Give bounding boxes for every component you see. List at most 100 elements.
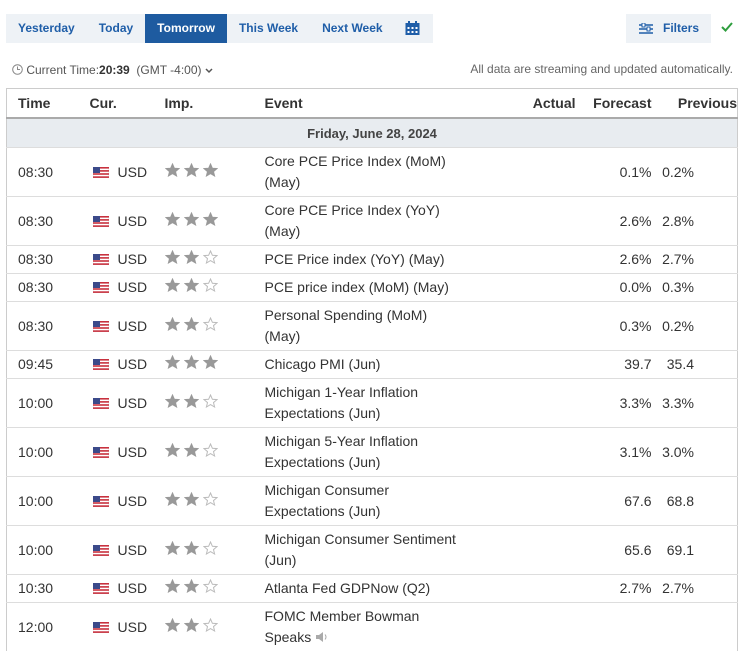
- importance: [165, 477, 265, 526]
- speaker-icon: [315, 631, 329, 643]
- event-name: Core PCE Price Index (MoM) (May): [265, 153, 446, 190]
- caret: [205, 68, 213, 74]
- us-flag: [93, 321, 109, 332]
- forecast: 0.0%: [576, 274, 652, 302]
- currency-code: USD: [118, 395, 148, 411]
- date-row: Friday, June 28, 2024: [7, 118, 738, 148]
- event-row[interactable]: 12:00 USD FOMC Member Bowman Speaks: [7, 603, 738, 651]
- time: 10:00: [7, 379, 85, 428]
- star-filled: [165, 443, 180, 457]
- currency-code: USD: [118, 213, 148, 229]
- star-filled: [184, 163, 199, 177]
- date-label: Friday, June 28, 2024: [7, 118, 738, 148]
- currency-code: USD: [118, 444, 148, 460]
- actual: [475, 379, 576, 428]
- previous: 2.7%: [652, 246, 738, 274]
- forecast: 2.6%: [576, 246, 652, 274]
- actual: [475, 351, 576, 379]
- importance: [165, 428, 265, 477]
- us-flag: [93, 622, 109, 633]
- currency: USD: [85, 302, 165, 351]
- time: 10:30: [7, 575, 85, 603]
- filters-button[interactable]: Filters: [626, 14, 711, 43]
- time-label: Current Time:: [26, 63, 99, 77]
- tab[interactable]: This Week: [227, 14, 310, 43]
- currency-code: USD: [118, 251, 148, 267]
- importance: [165, 246, 265, 274]
- us-flag: [93, 167, 109, 178]
- currency: USD: [85, 379, 165, 428]
- star-filled: [165, 355, 180, 369]
- time: 12:00: [7, 603, 85, 651]
- star-filled: [165, 212, 180, 226]
- tab[interactable]: Yesterday: [6, 14, 87, 43]
- star-empty: [203, 443, 218, 457]
- event: PCE Price index (YoY) (May): [265, 246, 475, 274]
- star-filled: [203, 355, 218, 369]
- event-name: Michigan Consumer Sentiment (Jun): [265, 531, 456, 568]
- forecast: 3.3%: [576, 379, 652, 428]
- event-name: Atlanta Fed GDPNow (Q2): [265, 580, 431, 596]
- forecast: 0.3%: [576, 302, 652, 351]
- importance: [165, 603, 265, 651]
- event-name: Personal Spending (MoM) (May): [265, 307, 428, 344]
- time-value: 20:39: [99, 63, 130, 77]
- time: 10:00: [7, 526, 85, 575]
- clock-icon: [12, 64, 23, 75]
- tab[interactable]: Next Week: [310, 14, 394, 43]
- tab[interactable]: Tomorrow: [145, 14, 227, 43]
- previous: 3.3%: [652, 379, 738, 428]
- column-header: Event: [265, 89, 475, 119]
- previous: 2.7%: [652, 575, 738, 603]
- currency-code: USD: [118, 279, 148, 295]
- star-filled: [184, 492, 199, 506]
- previous: 3.0%: [652, 428, 738, 477]
- event-row[interactable]: 08:30 USD PCE Price index (YoY) (May) 2.6%2…: [7, 246, 738, 274]
- importance: [165, 351, 265, 379]
- currency-code: USD: [118, 619, 148, 635]
- event: FOMC Member Bowman Speaks: [265, 603, 475, 651]
- event: Michigan Consumer Expectations (Jun): [265, 477, 475, 526]
- event-name: Michigan Consumer Expectations (Jun): [265, 482, 390, 519]
- forecast: [576, 603, 652, 651]
- check-icon: [721, 21, 733, 33]
- star-empty: [203, 579, 218, 593]
- star-empty: [203, 541, 218, 555]
- star-filled: [165, 394, 180, 408]
- us-flag: [93, 496, 109, 507]
- event-name: Michigan 5-Year Inflation Expectations (…: [265, 433, 419, 470]
- us-flag: [93, 447, 109, 458]
- calendar-icon[interactable]: [405, 21, 420, 36]
- event: Atlanta Fed GDPNow (Q2): [265, 575, 475, 603]
- star-empty: [203, 250, 218, 264]
- currency: USD: [85, 575, 165, 603]
- time-zone: (GMT -4:00): [136, 63, 201, 77]
- tab[interactable]: Today: [87, 14, 145, 43]
- actual: [475, 246, 576, 274]
- star-empty: [203, 492, 218, 506]
- previous: 0.3%: [652, 274, 738, 302]
- star-filled: [165, 541, 180, 555]
- star-filled: [165, 492, 180, 506]
- event-name: Core PCE Price Index (YoY) (May): [265, 202, 440, 239]
- star-filled: [184, 250, 199, 264]
- time: 08:30: [7, 246, 85, 274]
- actual: [475, 148, 576, 197]
- importance: [165, 302, 265, 351]
- importance: [165, 575, 265, 603]
- filter-icon: [639, 23, 653, 35]
- star-filled: [184, 212, 199, 226]
- current-time[interactable]: Current Time:20:39 (GMT -4:00): [12, 63, 213, 77]
